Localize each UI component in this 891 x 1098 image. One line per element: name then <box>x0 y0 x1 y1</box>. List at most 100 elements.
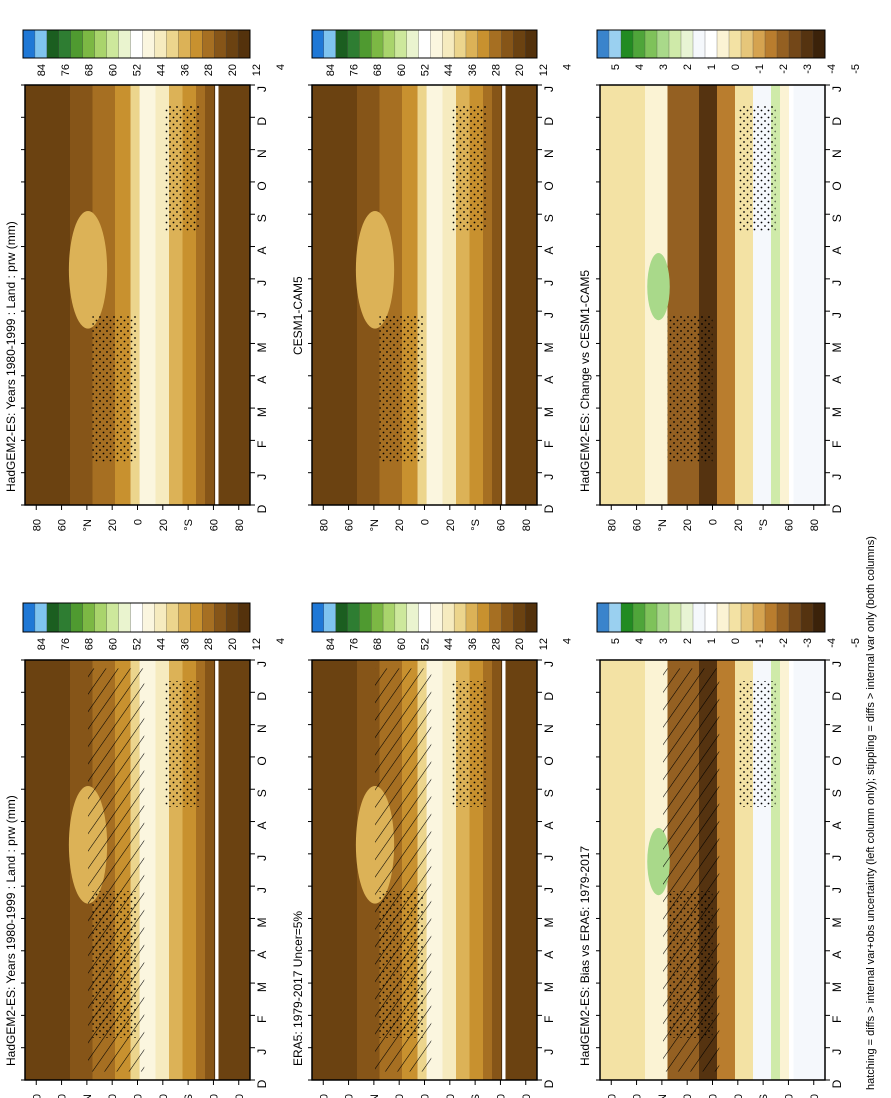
month-label: J <box>542 86 556 92</box>
colorbar-swatch <box>776 29 790 59</box>
field-band <box>717 85 735 505</box>
colorbar-tick-label: 76 <box>348 638 360 650</box>
field-band <box>789 85 794 505</box>
month-label: M <box>255 342 269 352</box>
month-label: S <box>542 214 556 222</box>
colorbar-swatch <box>323 29 337 59</box>
colorbar-tick-label: 60 <box>108 638 120 650</box>
field-band <box>771 85 780 505</box>
colorbar-swatch <box>34 602 48 633</box>
lat-label: 80 <box>234 1094 246 1098</box>
month-label: J <box>542 474 556 480</box>
field-band <box>205 660 214 1080</box>
colorbar-swatch <box>202 29 215 59</box>
month-label: F <box>830 441 844 448</box>
field-band <box>492 660 501 1080</box>
month-label: A <box>542 822 556 830</box>
colorbar-swatch <box>644 602 658 633</box>
month-label: S <box>830 214 844 222</box>
month-label: J <box>830 312 844 318</box>
stippling-overlay <box>164 106 201 232</box>
lat-label: 20 <box>445 1094 457 1098</box>
colorbar-swatch <box>596 602 610 633</box>
colorbar-swatch <box>788 29 802 59</box>
colorbar-tick-label: 52 <box>420 64 432 76</box>
lat-label: 80 <box>809 1094 821 1098</box>
colorbar-tick-label: -5 <box>850 64 862 74</box>
colorbar-tick-label: 52 <box>420 638 432 650</box>
colorbar-swatch <box>178 29 191 59</box>
colorbar-tick-label: 12 <box>538 638 550 650</box>
lat-label: °N <box>657 1094 669 1098</box>
month-label: A <box>830 376 844 384</box>
colorbar-frame <box>311 602 538 633</box>
field-band <box>789 660 794 1080</box>
lat-label: 80 <box>809 519 821 531</box>
colorbar-tick-label: 52 <box>132 638 144 650</box>
field-band <box>780 660 789 1080</box>
colorbar-tick-label: 4 <box>275 638 287 644</box>
month-label: N <box>830 724 844 733</box>
month-label: A <box>255 951 269 959</box>
colorbar-swatch <box>154 602 167 633</box>
lat-label: 0 <box>133 1094 145 1098</box>
colorbar-swatch <box>752 29 766 59</box>
lat-label: 80 <box>606 1094 618 1098</box>
stippling-overlay <box>739 106 776 232</box>
colorbar-tick-label: 36 <box>179 64 191 76</box>
colorbar-swatch <box>154 29 167 59</box>
lat-label: °N <box>369 1094 381 1098</box>
colorbar-swatch <box>513 29 526 59</box>
month-label: S <box>830 789 844 797</box>
lat-label: °N <box>82 519 94 531</box>
colorbar-tick-label: 44 <box>155 64 167 76</box>
month-label: J <box>255 855 269 861</box>
stippling-overlay <box>92 891 138 1038</box>
lat-label: 60 <box>783 1094 795 1098</box>
colorbar-swatch <box>371 602 384 633</box>
field-band <box>218 660 250 1080</box>
lat-label: 60 <box>208 519 220 531</box>
month-label: D <box>255 692 269 701</box>
colorbar-swatch <box>680 602 694 633</box>
colorbar-tick-label: 44 <box>155 638 167 650</box>
colorbar-tick-label: 28 <box>491 64 503 76</box>
colorbar: 84 76 68 60 52 44 36 28 20 12 4 <box>22 29 287 76</box>
colorbar-swatch <box>728 29 742 59</box>
colorbar-swatch <box>347 29 360 59</box>
colorbar-tick-label: 60 <box>396 64 408 76</box>
colorbar-swatch <box>106 602 120 633</box>
colorbar: 5 4 3 2 1 0 -1 -2 -3 -4 -5 <box>596 602 862 648</box>
lat-label: 20 <box>733 519 745 531</box>
month-label: J <box>542 887 556 893</box>
field-band <box>214 85 216 505</box>
colorbar-swatch <box>142 29 155 59</box>
month-label: S <box>255 214 269 222</box>
month-label: A <box>542 247 556 255</box>
month-label: J <box>255 312 269 318</box>
field-band <box>505 85 537 505</box>
field-band <box>501 85 503 505</box>
field-band <box>780 85 789 505</box>
month-label: A <box>255 376 269 384</box>
lat-label: °S <box>183 519 195 531</box>
month-label: A <box>830 951 844 959</box>
panel-5: DJFMAMJJASONDJ8060°N20020°S6080HadGEM2-E… <box>578 602 862 1098</box>
month-label: J <box>255 280 269 286</box>
field-band <box>717 660 735 1080</box>
month-label: O <box>542 756 556 765</box>
colorbar-swatch <box>752 602 766 633</box>
colorbar-tick-label: 44 <box>443 64 455 76</box>
colorbar-swatch <box>118 602 131 633</box>
colorbar-swatch <box>680 29 694 59</box>
colorbar-tick-label: 0 <box>730 64 742 70</box>
colorbar-swatch <box>477 29 491 59</box>
month-label: J <box>542 855 556 861</box>
lat-label: 60 <box>57 1094 69 1098</box>
colorbar-tick-label: -3 <box>802 638 814 648</box>
field-band <box>600 660 645 1080</box>
lat-label: 80 <box>318 1094 330 1098</box>
month-label: M <box>830 982 844 992</box>
colorbar-swatch <box>442 29 455 59</box>
